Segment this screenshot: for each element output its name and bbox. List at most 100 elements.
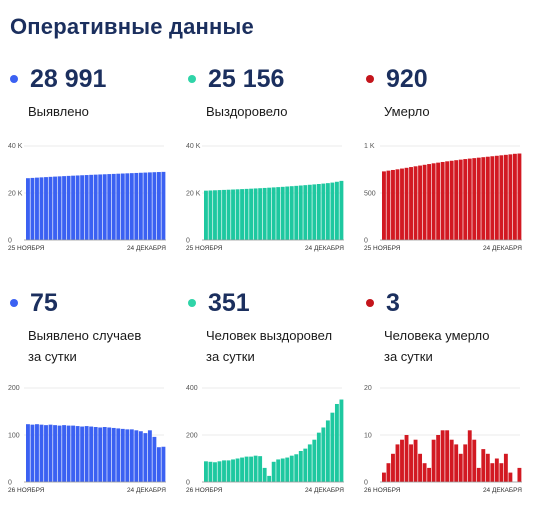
y-tick-label: 10: [364, 433, 372, 440]
bar: [312, 184, 317, 240]
bar: [138, 172, 143, 240]
bar: [285, 457, 290, 482]
bar: [134, 430, 139, 482]
bar: [125, 173, 130, 240]
bar: [386, 170, 391, 240]
y-tick-label: 0: [364, 480, 368, 487]
bar: [449, 439, 454, 482]
bullet-dot-icon: [188, 299, 196, 307]
bar: [134, 172, 139, 240]
bar: [427, 467, 432, 482]
bar: [409, 167, 413, 240]
bar: [267, 187, 272, 240]
stat-row: 75: [8, 288, 58, 318]
bar: [431, 163, 436, 240]
bar: [303, 185, 308, 240]
bar: [436, 435, 441, 482]
x-end-label: 24 ДЕКАБРЯ: [305, 487, 344, 494]
bar: [98, 427, 103, 482]
bar: [66, 175, 71, 240]
bar: [449, 160, 454, 240]
page-title: Оперативные данные: [10, 14, 254, 39]
bar: [276, 459, 281, 482]
bar: [80, 426, 85, 482]
bar: [499, 155, 504, 240]
bar: [48, 176, 53, 240]
bar-chart-deaths-daily: 20 10 0 26 НОЯБРЯ 24 ДЕКАБРЯ: [364, 382, 524, 504]
bar: [298, 450, 303, 482]
y-tick-label: 40 K: [8, 143, 23, 150]
bar-chart-recovered-daily: 400 200 0 26 НОЯБРЯ 24 ДЕКАБРЯ: [186, 382, 346, 504]
stat-row: 28 991: [8, 64, 106, 94]
bar: [75, 175, 80, 240]
stat-value: 351: [208, 288, 250, 317]
bar: [62, 425, 67, 482]
bar: [71, 425, 76, 482]
bullet-dot-icon: [188, 75, 196, 83]
bar: [204, 190, 208, 240]
bar: [334, 403, 339, 482]
stat-label: Выявлено случаев за сутки: [28, 328, 142, 364]
bar: [458, 453, 463, 482]
bar: [285, 186, 290, 240]
bar: [508, 472, 513, 482]
stat-label: Человека умерло за сутки: [384, 328, 490, 364]
bar: [57, 425, 62, 482]
bar: [316, 183, 321, 240]
stat-row: 920: [364, 64, 428, 94]
bar: [454, 160, 459, 240]
bar: [440, 430, 445, 482]
bar: [472, 439, 477, 482]
y-tick-label: 100: [8, 433, 20, 440]
bar: [325, 420, 330, 482]
x-end-label: 24 ДЕКАБРЯ: [127, 487, 166, 494]
bar: [276, 187, 281, 240]
bar: [422, 164, 427, 240]
y-tick-label: 0: [8, 480, 12, 487]
bar: [298, 185, 303, 240]
bar: [490, 156, 495, 240]
bar: [467, 158, 472, 240]
bar: [231, 459, 235, 482]
bar: [39, 177, 44, 240]
bar: [431, 439, 436, 482]
bar: [71, 175, 76, 240]
bar: [84, 426, 89, 482]
y-tick-label: 20 K: [8, 191, 23, 198]
stat-value: 3: [386, 288, 400, 317]
x-start-label: 26 НОЯБРЯ: [186, 487, 223, 494]
bar: [84, 175, 89, 240]
bar: [208, 461, 213, 482]
bar: [485, 156, 490, 240]
bar: [222, 460, 226, 482]
stat-value: 25 156: [208, 64, 285, 93]
bar: [161, 446, 166, 482]
bar: [330, 182, 335, 240]
bar: [253, 455, 258, 482]
bar: [312, 439, 317, 482]
bar: [395, 444, 400, 482]
bar: [413, 439, 418, 482]
bar: [463, 444, 468, 482]
chart-svg: 200 100 026 НОЯБРЯ 24 ДЕКАБРЯ: [8, 385, 166, 494]
bar: [240, 189, 245, 240]
bar: [143, 433, 148, 482]
bar: [93, 427, 98, 482]
bar: [204, 461, 208, 482]
bar: [404, 167, 409, 240]
bar: [476, 157, 481, 240]
bar: [307, 184, 312, 240]
bar: [102, 427, 107, 482]
y-tick-label: 400: [186, 385, 198, 392]
x-start-label: 26 НОЯБРЯ: [8, 487, 45, 494]
y-tick-label: 20: [364, 385, 372, 392]
bar: [226, 460, 231, 482]
bar: [107, 174, 112, 240]
bar: [485, 453, 490, 482]
y-tick-label: 20 K: [186, 191, 201, 198]
bar: [213, 462, 217, 482]
stat-value: 75: [30, 288, 58, 317]
bar: [262, 467, 267, 482]
y-tick-label: 0: [8, 238, 12, 245]
bar: [325, 183, 330, 240]
